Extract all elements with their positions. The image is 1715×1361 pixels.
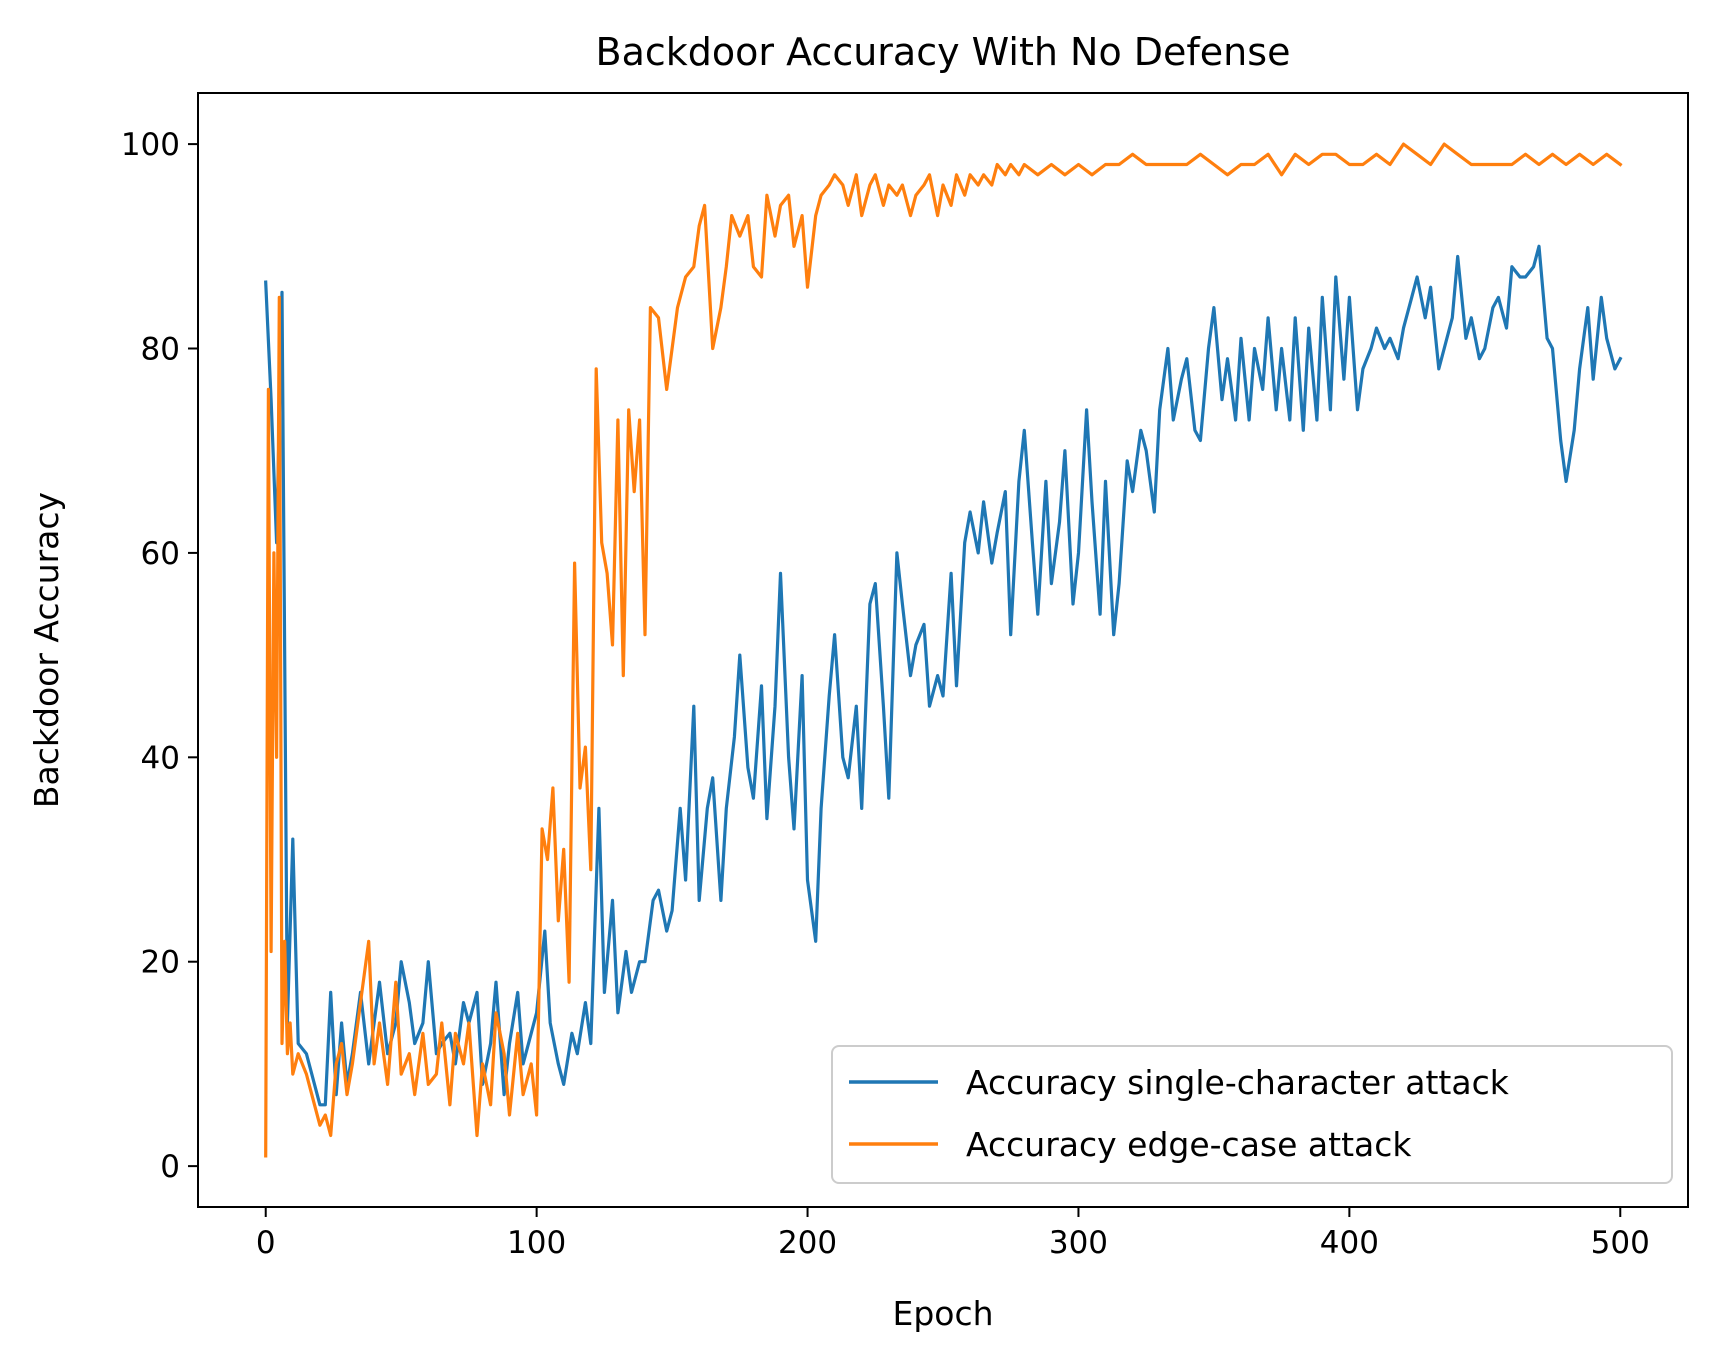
series-line-single-character <box>264 244 1623 1107</box>
y-tick-label: 60 <box>141 536 180 572</box>
legend-label-single-character: Accuracy single-character attack <box>966 1063 1510 1102</box>
x-tick-label: 100 <box>507 1225 566 1261</box>
x-tick-label: 300 <box>1049 1225 1108 1261</box>
x-tick-label: 500 <box>1591 1225 1650 1261</box>
y-axis-label: Backdoor Accuracy <box>27 492 66 808</box>
y-tick-label: 0 <box>160 1149 180 1185</box>
x-tick-label: 400 <box>1320 1225 1379 1261</box>
y-tick-label: 100 <box>121 127 180 163</box>
legend: Accuracy single-character attack Accurac… <box>831 1045 1673 1184</box>
x-axis: 0 100 200 300 400 500 <box>256 1207 1650 1261</box>
x-tick-label: 200 <box>778 1225 837 1261</box>
y-axis: 0 20 40 60 80 100 <box>121 127 198 1185</box>
series-line-edge-case <box>264 142 1623 1158</box>
y-tick-label: 40 <box>141 740 180 776</box>
plot-frame <box>197 92 1689 1208</box>
x-axis-label: Epoch <box>892 1294 993 1333</box>
series-layer <box>264 142 1623 1158</box>
x-tick-label: 0 <box>256 1225 276 1261</box>
legend-label-edge-case: Accuracy edge-case attack <box>966 1125 1412 1164</box>
y-tick-label: 80 <box>141 332 180 368</box>
chart-title: Backdoor Accuracy With No Defense <box>596 30 1291 74</box>
y-tick-label: 20 <box>141 945 180 981</box>
legend-box <box>831 1045 1673 1184</box>
